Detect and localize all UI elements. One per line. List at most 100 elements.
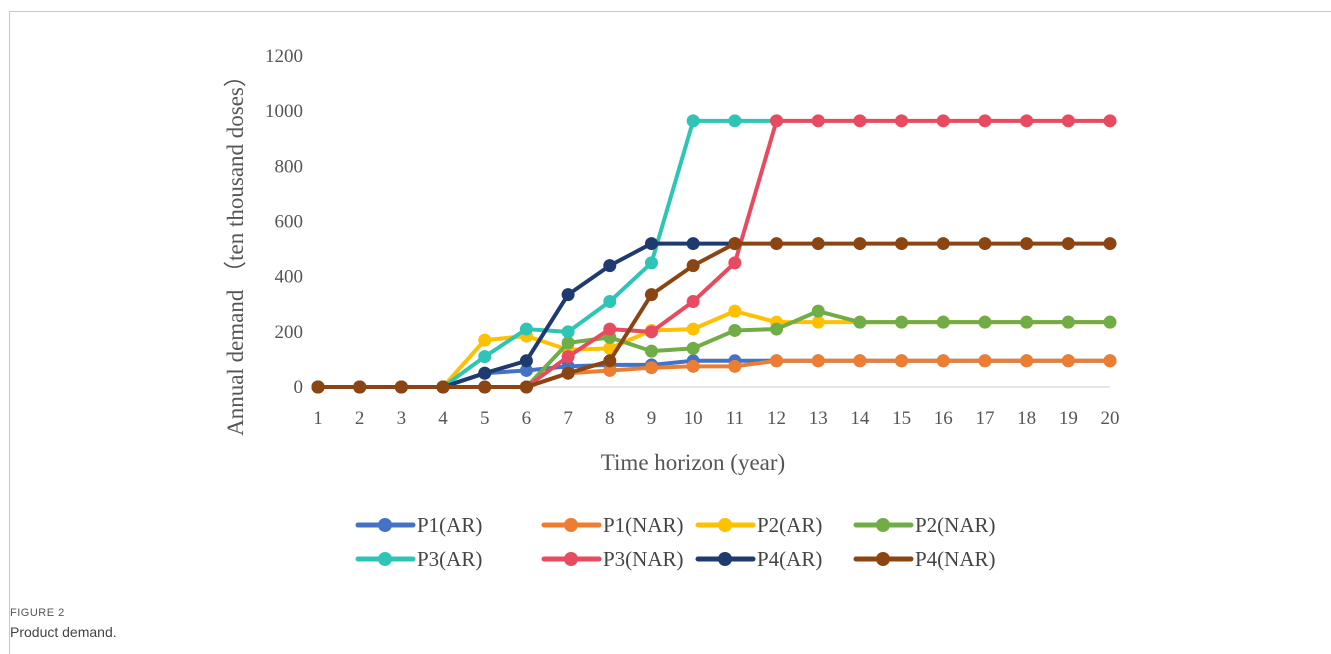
legend-swatch-marker xyxy=(564,518,578,532)
data-point xyxy=(770,322,784,336)
data-point xyxy=(728,323,742,337)
data-point xyxy=(311,380,325,394)
data-point xyxy=(1020,114,1034,128)
x-tick-label: 14 xyxy=(850,408,870,429)
data-point xyxy=(519,380,533,394)
data-point xyxy=(1061,114,1075,128)
data-point xyxy=(603,322,617,336)
x-tick-label: 9 xyxy=(647,408,657,429)
data-point xyxy=(895,237,909,251)
legend-label: P4(AR) xyxy=(757,547,822,571)
data-point xyxy=(1020,237,1034,251)
figure-caption: Product demand. xyxy=(10,624,117,640)
data-point xyxy=(811,237,825,251)
legend-label: P4(NAR) xyxy=(915,547,996,571)
data-point xyxy=(603,363,617,377)
data-point xyxy=(1020,354,1034,368)
legend-label: P2(AR) xyxy=(757,513,822,537)
legend-label: P1(AR) xyxy=(417,513,482,537)
data-point xyxy=(561,325,575,339)
data-point xyxy=(644,288,658,302)
x-tick-label: 20 xyxy=(1101,408,1120,429)
series-line xyxy=(316,358,1112,389)
data-point xyxy=(853,354,867,368)
x-tick-label: 11 xyxy=(726,408,744,429)
data-point xyxy=(1061,315,1075,329)
y-tick-label: 800 xyxy=(275,156,304,177)
data-point xyxy=(728,256,742,270)
x-tick-label: 19 xyxy=(1059,408,1078,429)
data-point xyxy=(853,237,867,251)
data-point xyxy=(478,380,492,394)
data-point xyxy=(394,380,408,394)
x-tick-label: 13 xyxy=(809,408,828,429)
x-tick-label: 8 xyxy=(605,408,615,429)
data-point xyxy=(1103,237,1117,251)
data-point xyxy=(686,341,700,355)
data-point xyxy=(811,354,825,368)
data-point xyxy=(644,361,658,375)
series-p4-nar xyxy=(311,237,1117,394)
data-point xyxy=(603,259,617,273)
data-point xyxy=(519,354,533,368)
data-point xyxy=(978,237,992,251)
data-point xyxy=(811,114,825,128)
series-line xyxy=(316,118,779,389)
data-point xyxy=(561,366,575,380)
data-point xyxy=(644,325,658,339)
data-point xyxy=(811,315,825,329)
data-point xyxy=(895,114,909,128)
legend-item: P4(NAR) xyxy=(853,547,996,571)
data-point xyxy=(644,256,658,270)
data-point xyxy=(353,380,367,394)
data-point xyxy=(978,114,992,128)
x-axis-title: Time horizon (year) xyxy=(601,450,785,475)
y-tick-label: 600 xyxy=(275,212,304,233)
x-tick-label: 7 xyxy=(563,408,573,429)
figure-label: FIGURE 2 xyxy=(10,607,65,619)
data-point xyxy=(1061,354,1075,368)
y-axis-ticks: 0 200 400 600 800 1000 1200 xyxy=(265,46,303,398)
data-point xyxy=(561,350,575,364)
legend-label: P2(NAR) xyxy=(915,513,996,537)
x-tick-label: 10 xyxy=(684,408,703,429)
x-tick-label: 4 xyxy=(438,408,448,429)
y-axis-title: Annual demand （ten thousand doses） xyxy=(223,64,248,436)
legend-swatch-marker xyxy=(378,552,392,566)
data-point xyxy=(644,237,658,251)
data-point xyxy=(853,114,867,128)
data-point xyxy=(895,354,909,368)
data-point xyxy=(686,294,700,308)
data-point xyxy=(561,288,575,302)
data-point xyxy=(770,237,784,251)
data-point xyxy=(1103,354,1117,368)
x-tick-label: 15 xyxy=(892,408,911,429)
data-point xyxy=(561,336,575,350)
legend-item: P1(NAR) xyxy=(541,513,684,537)
legend-label: P3(NAR) xyxy=(603,547,684,571)
data-point xyxy=(1103,315,1117,329)
legend-swatch-marker xyxy=(718,518,732,532)
data-point xyxy=(603,341,617,355)
series-p2-ar xyxy=(311,304,1117,394)
data-point xyxy=(686,237,700,251)
data-point xyxy=(895,315,909,329)
data-point xyxy=(936,237,950,251)
data-point xyxy=(686,359,700,373)
x-tick-label: 3 xyxy=(397,408,407,429)
legend-swatch-marker xyxy=(876,518,890,532)
x-tick-label: 18 xyxy=(1017,408,1036,429)
x-tick-label: 12 xyxy=(767,408,786,429)
data-point xyxy=(853,315,867,329)
series-line xyxy=(316,241,1112,389)
data-point xyxy=(978,354,992,368)
legend-label: P1(NAR) xyxy=(603,513,684,537)
data-point xyxy=(936,315,950,329)
data-point xyxy=(1061,237,1075,251)
data-point xyxy=(770,114,784,128)
x-tick-label: 17 xyxy=(975,408,994,429)
data-point xyxy=(519,363,533,377)
data-point xyxy=(686,114,700,128)
x-tick-label: 5 xyxy=(480,408,490,429)
x-tick-label: 16 xyxy=(934,408,953,429)
